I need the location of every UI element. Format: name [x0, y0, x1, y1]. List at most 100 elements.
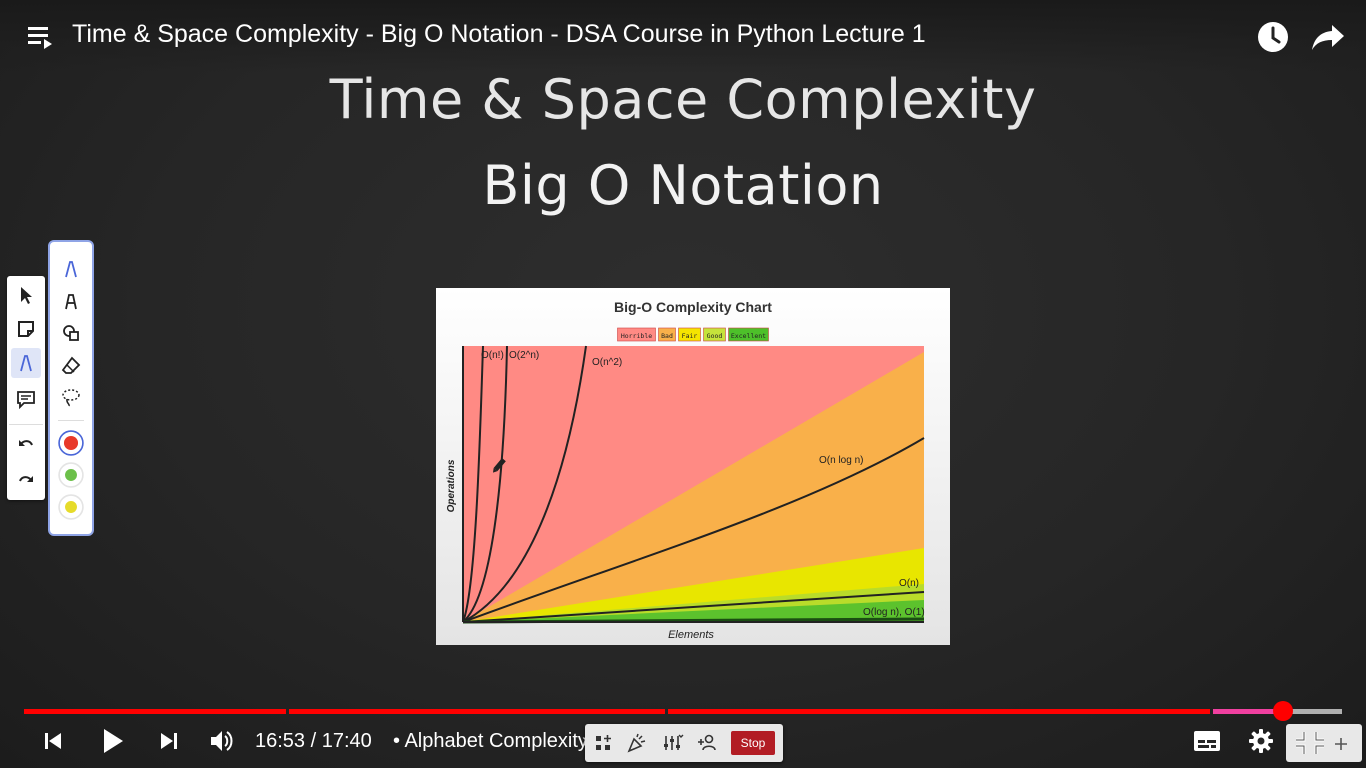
video-title[interactable]: Time & Space Complexity - Big O Notation…: [72, 20, 926, 48]
slide-subtitle: Big O Notation: [482, 154, 884, 217]
time-display: 16:53 / 17:40: [255, 730, 372, 752]
redo-button[interactable]: [11, 466, 41, 496]
share-icon[interactable]: [1310, 22, 1346, 52]
stop-button[interactable]: Stop: [731, 731, 775, 755]
curve-n-log-n: [462, 437, 925, 623]
recording-widget: Stop: [585, 724, 783, 762]
color-swatch-icon: [58, 430, 84, 456]
label-n-factorial: O(n!): [481, 350, 504, 361]
redo-icon: [19, 476, 33, 482]
sticky-note-icon: [18, 321, 34, 337]
y-axis-label: Operations: [446, 459, 457, 512]
cursor-tool[interactable]: [11, 280, 41, 310]
shapes-option[interactable]: [56, 318, 86, 348]
legend-label: Horrible: [621, 332, 652, 340]
lasso-option[interactable]: [56, 382, 86, 412]
curve-2-power-n: [462, 345, 508, 623]
comment-tool[interactable]: [11, 384, 41, 414]
pen-options-toolbar: [48, 240, 94, 536]
duration: 17:40: [321, 730, 372, 752]
progress-bar[interactable]: [24, 701, 1342, 721]
label-2-power-n: O(2^n): [509, 350, 539, 361]
legend-label: Good: [707, 332, 723, 340]
complexity-chart: Big-O Complexity Chart Horrible Bad Fair Go…: [436, 288, 950, 645]
eraser-option[interactable]: [56, 350, 86, 380]
annotation-toolbar: [7, 276, 45, 500]
shapes-icon: [63, 325, 79, 341]
apps-icon: [596, 735, 611, 750]
exit-fullscreen-icon: [1296, 732, 1347, 754]
color-yellow-swatch[interactable]: [56, 492, 86, 522]
gear-icon: [1249, 729, 1273, 753]
label-n-squared: O(n^2): [592, 357, 622, 368]
color-red-swatch[interactable]: [56, 428, 86, 458]
pen-option[interactable]: [56, 254, 86, 284]
pen-tool[interactable]: [11, 348, 41, 378]
play-icon: [104, 729, 123, 753]
chart-legend: Horrible Bad Fair Good Excellent: [617, 327, 769, 342]
playlist-icon[interactable]: [26, 24, 56, 50]
mixer-button[interactable]: [661, 731, 685, 755]
legend-label: Excellent: [731, 332, 766, 340]
legend-label: Fair: [682, 332, 698, 340]
legend-label: Bad: [661, 332, 673, 340]
subtitles-icon: [1194, 731, 1220, 751]
slide-title: Time & Space Complexity: [329, 68, 1037, 131]
exit-fullscreen-button[interactable]: [1286, 724, 1362, 762]
party-popper-icon: [627, 733, 646, 753]
undo-button[interactable]: [11, 430, 41, 460]
settings-button[interactable]: [1244, 724, 1278, 758]
highlighter-option[interactable]: [56, 286, 86, 316]
add-person-button[interactable]: [695, 731, 719, 755]
cursor-icon: [21, 287, 32, 304]
chapter-name: Alphabet Complexity: [404, 730, 588, 752]
legend-swatch: [658, 327, 676, 342]
curve-n-squared: [462, 345, 587, 623]
legend-swatch: [703, 327, 726, 342]
subtitles-button[interactable]: [1190, 726, 1224, 756]
effects-button[interactable]: [625, 731, 649, 755]
color-swatch-icon: [58, 462, 84, 488]
curve-n-factorial: [462, 345, 484, 623]
pen-icon: [20, 355, 32, 372]
chapter-segment[interactable]: [289, 709, 665, 714]
top-bar: Time & Space Complexity - Big O Notation…: [0, 0, 1366, 72]
region-excellent: [463, 600, 924, 622]
equalizer-icon: [664, 734, 684, 750]
region-bad: [463, 352, 924, 622]
x-axis-label: Elements: [668, 629, 714, 641]
curve-n: [462, 591, 925, 623]
highlighter-icon: [65, 294, 77, 310]
scrubber-handle[interactable]: [1272, 701, 1293, 721]
chapter-segment[interactable]: [24, 709, 286, 714]
legend-swatch: [617, 327, 656, 342]
color-green-swatch[interactable]: [56, 460, 86, 490]
eraser-icon: [61, 356, 81, 374]
player-controls: 16:53 / 17:40 • Alphabet Complexity ›: [0, 716, 1366, 768]
volume-button[interactable]: [206, 726, 238, 756]
label-n: O(n): [899, 578, 919, 589]
volume-icon: [211, 731, 233, 751]
comment-icon: [17, 391, 35, 409]
legend-swatch: [678, 327, 701, 342]
pen-cursor-icon: [492, 458, 506, 473]
label-log-n: O(log n), O(1): [863, 607, 925, 618]
label-n-log-n: O(n log n): [819, 455, 863, 466]
current-time: 16:53: [255, 730, 306, 752]
previous-icon: [45, 733, 61, 749]
sticky-note-tool[interactable]: [11, 314, 41, 344]
chapter-title[interactable]: • Alphabet Complexity: [393, 730, 588, 753]
chart-title: Big-O Complexity Chart: [614, 299, 772, 315]
lasso-icon: [62, 389, 80, 407]
apps-button[interactable]: [591, 731, 615, 755]
watch-later-icon[interactable]: [1256, 20, 1290, 54]
previous-button[interactable]: [38, 726, 68, 756]
chapter-segment[interactable]: [668, 709, 1210, 714]
next-button[interactable]: [154, 726, 184, 756]
add-person-icon: [698, 734, 716, 751]
chapter-bullet: •: [393, 730, 401, 752]
next-icon: [161, 733, 177, 749]
play-button[interactable]: [95, 724, 129, 758]
undo-icon: [19, 440, 33, 446]
